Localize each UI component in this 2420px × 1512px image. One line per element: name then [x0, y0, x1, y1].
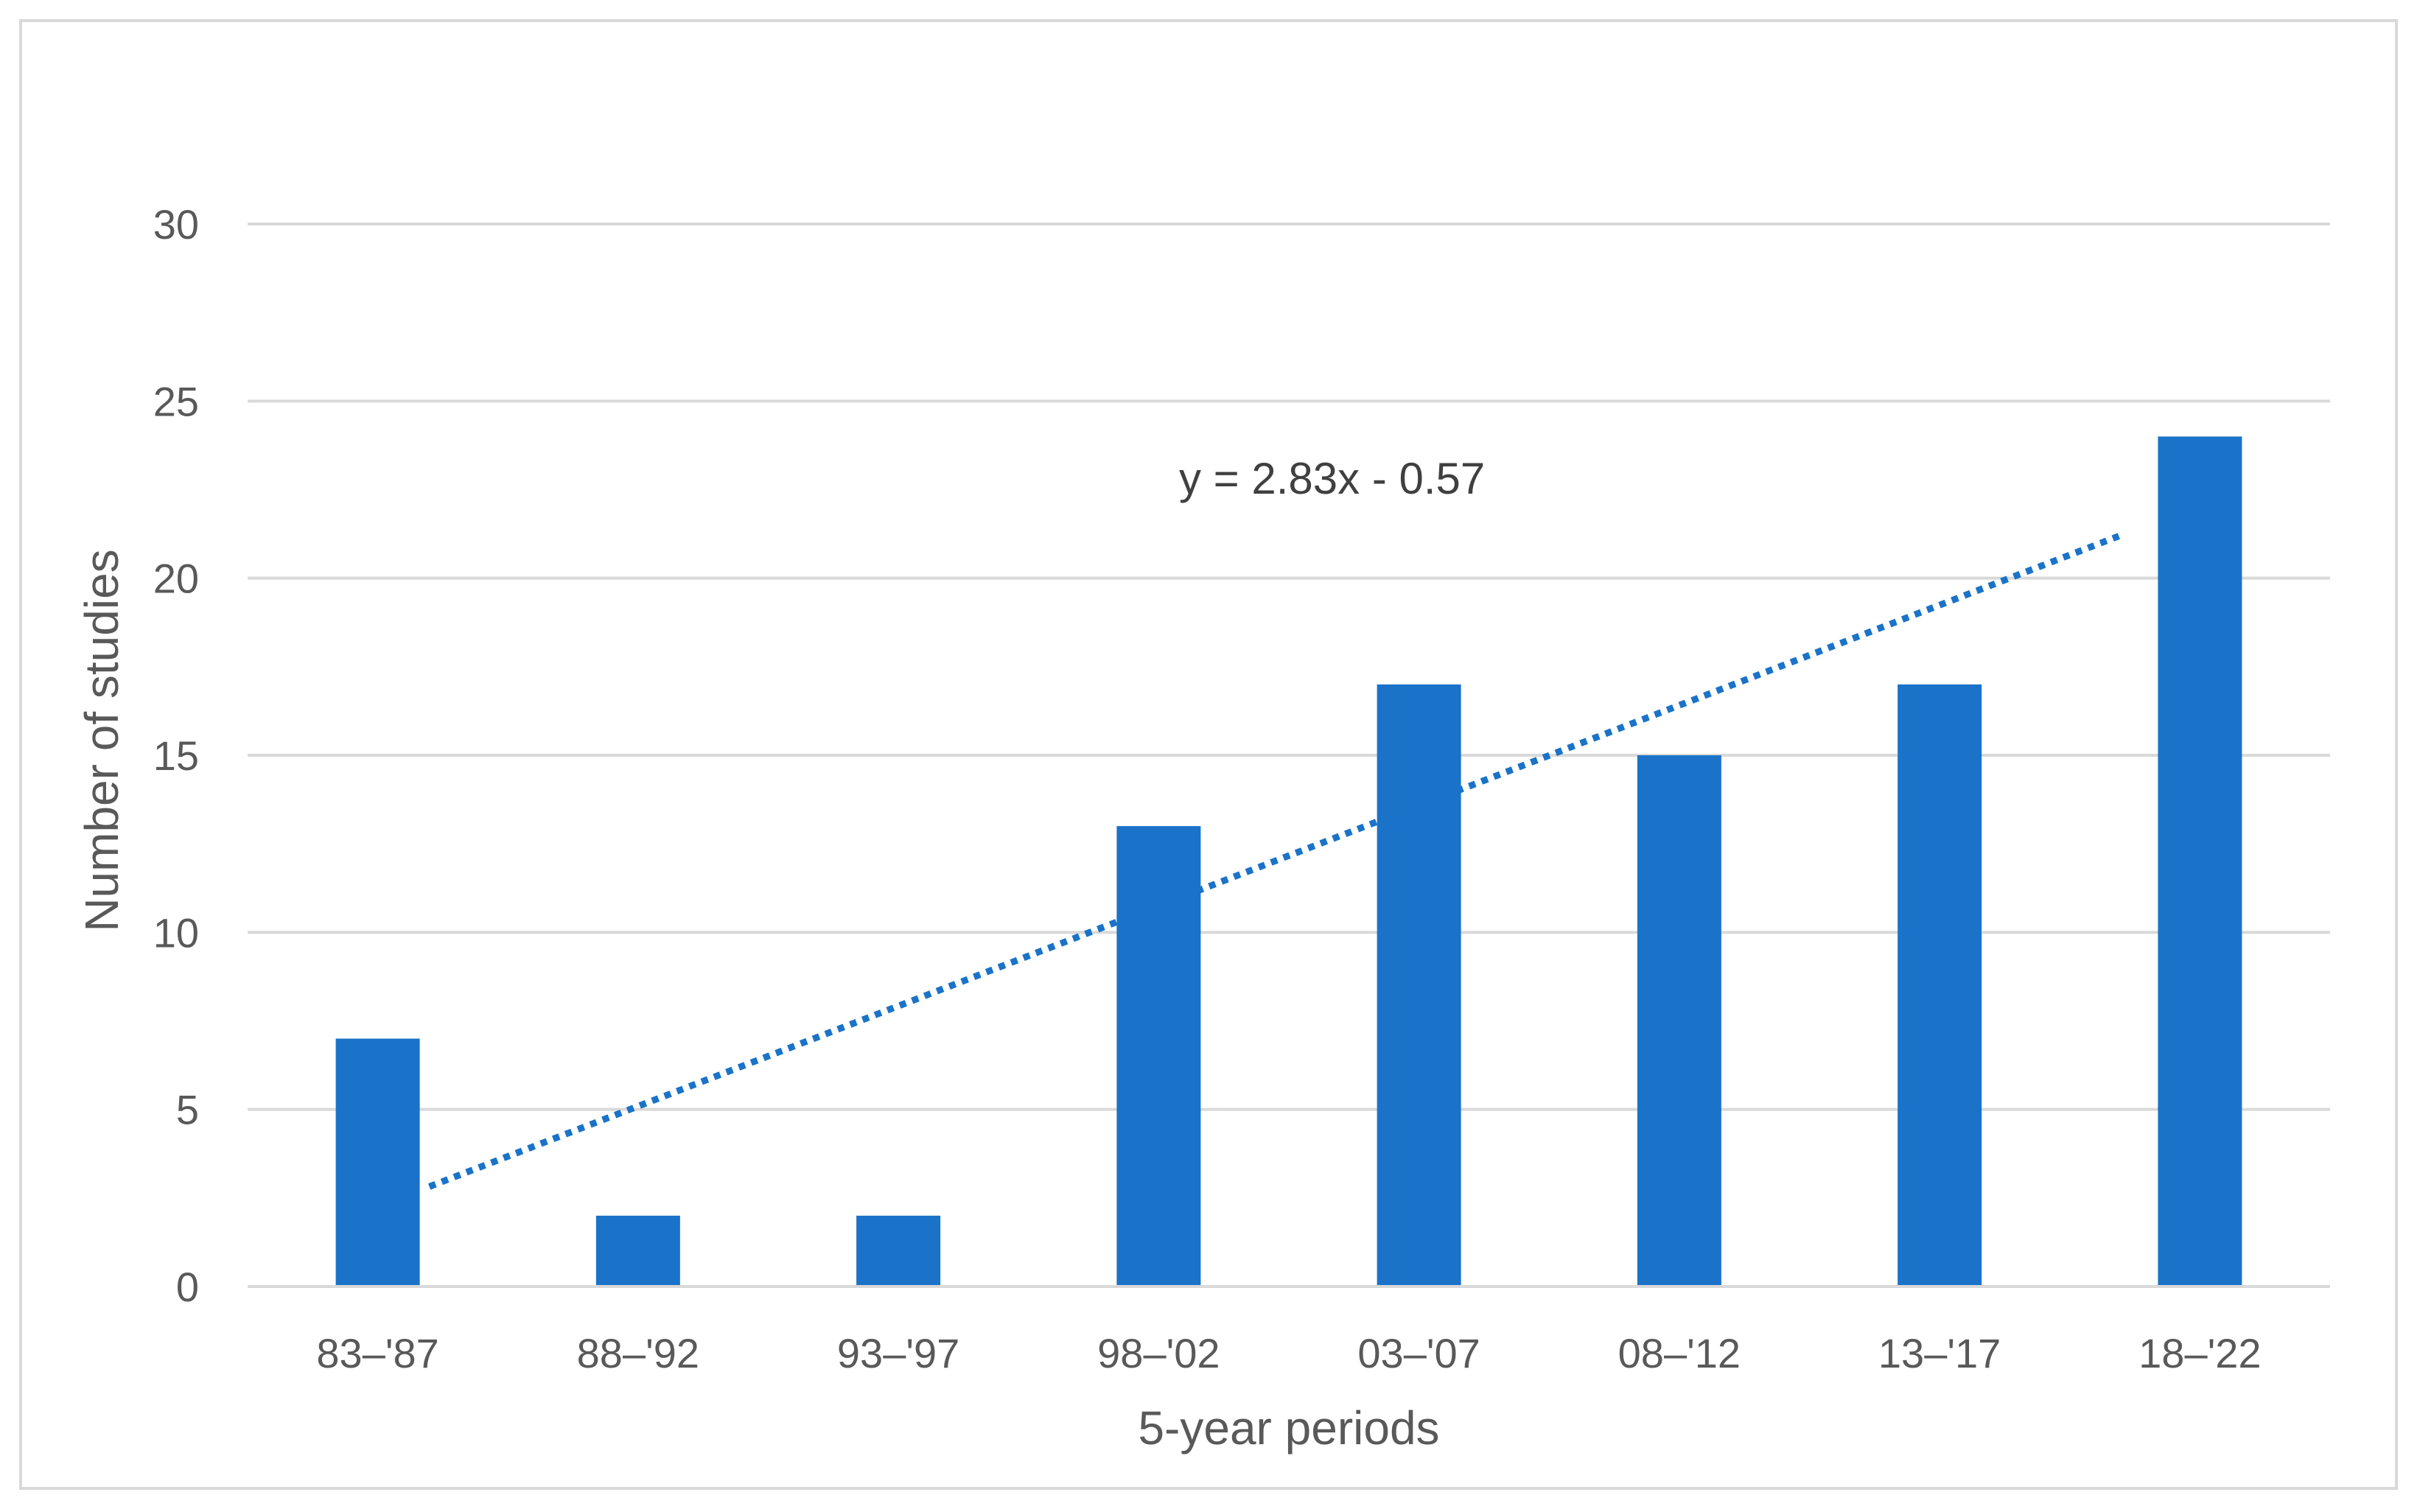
bar: [856, 1215, 941, 1287]
bar: [1637, 755, 1721, 1287]
bar-chart: 0 5 10 15 20 25 30 83–'87 88–'92 93–'97 98–'02 03–…: [75, 201, 2330, 1455]
x-tick-label: 93–'97: [837, 1330, 959, 1376]
x-tick-label: 03–'07: [1357, 1330, 1480, 1376]
chart-frame: 0 5 10 15 20 25 30 83–'87 88–'92 93–'97 98–'02 03–…: [19, 19, 2398, 1490]
trendline: [428, 533, 2120, 1190]
y-tick-label: 15: [153, 732, 199, 779]
x-axis-ticks: 83–'87 88–'92 93–'97 98–'02 03–'07 08–'12 13–'…: [316, 1330, 2261, 1376]
bar: [1898, 684, 1982, 1287]
y-tick-label: 10: [153, 909, 199, 956]
bar: [335, 1038, 420, 1287]
bar: [595, 1215, 680, 1287]
y-tick-label: 5: [176, 1087, 199, 1133]
trendline-equation: y = 2.83x - 0.57: [1179, 454, 1485, 503]
x-tick-label: 13–'17: [1878, 1330, 2001, 1376]
x-tick-label: 88–'92: [577, 1330, 699, 1376]
y-axis-title: Number of studies: [75, 549, 128, 931]
y-tick-label: 0: [176, 1264, 199, 1310]
y-axis-ticks: 0 5 10 15 20 25 30: [153, 201, 199, 1310]
bar: [1377, 684, 1461, 1287]
x-tick-label: 18–'22: [2139, 1330, 2261, 1376]
bars: [335, 436, 2242, 1287]
gridlines: [248, 223, 2330, 1111]
x-axis-title: 5-year periods: [1138, 1401, 1439, 1455]
x-tick-label: 08–'12: [1618, 1330, 1741, 1376]
x-tick-label: 98–'02: [1097, 1330, 1220, 1376]
y-tick-label: 30: [153, 201, 199, 248]
x-tick-label: 83–'87: [316, 1330, 438, 1376]
y-tick-label: 20: [153, 556, 199, 602]
y-tick-label: 25: [153, 378, 199, 424]
bar: [2158, 436, 2242, 1287]
